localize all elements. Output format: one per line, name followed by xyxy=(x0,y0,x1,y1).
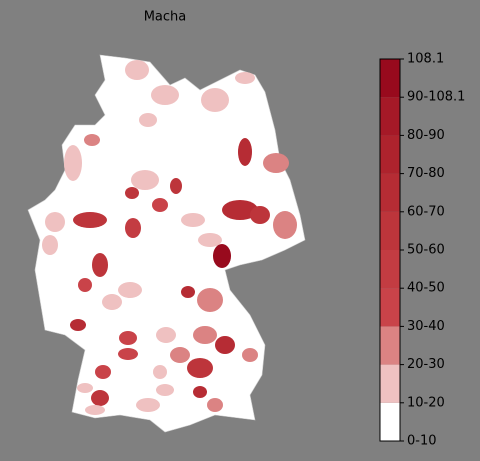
colorbar-segment xyxy=(380,288,400,327)
germany-map xyxy=(27,54,306,433)
region xyxy=(152,198,168,212)
region xyxy=(139,113,157,127)
colorbar-label: 70-80 xyxy=(407,166,445,181)
region xyxy=(181,213,205,227)
colorbar-label: 90-108.1 xyxy=(407,90,465,105)
region xyxy=(187,358,213,378)
region xyxy=(215,336,235,354)
region xyxy=(45,212,65,232)
region xyxy=(242,348,258,362)
colorbar-label: 40-50 xyxy=(407,281,445,296)
region xyxy=(151,85,179,105)
regions xyxy=(42,60,297,415)
region xyxy=(198,233,222,247)
colorbar: 0-10 10-20 20-30 30-40 40-50 50-60 60-70 70-80 8… xyxy=(379,52,465,449)
region xyxy=(91,390,109,406)
region xyxy=(84,134,100,146)
region xyxy=(193,386,207,398)
region xyxy=(170,347,190,363)
colorbar-segment xyxy=(380,364,400,403)
region xyxy=(125,187,139,199)
country-outline xyxy=(27,54,306,433)
region xyxy=(153,365,167,379)
colorbar-label: 80-90 xyxy=(407,128,445,143)
region xyxy=(156,384,174,396)
region xyxy=(95,365,111,379)
colorbar-segment xyxy=(380,326,400,365)
region xyxy=(156,327,176,343)
region xyxy=(235,72,255,84)
region xyxy=(125,60,149,80)
region xyxy=(125,218,141,238)
region xyxy=(207,398,223,412)
colorbar-label: 60-70 xyxy=(407,204,445,219)
region xyxy=(77,383,93,393)
region xyxy=(118,348,138,360)
region xyxy=(119,331,137,345)
region xyxy=(85,405,105,415)
region xyxy=(222,200,258,220)
region xyxy=(78,278,92,292)
region xyxy=(273,211,297,239)
colorbar-segment xyxy=(380,402,400,441)
colorbar-segment xyxy=(380,250,400,289)
colorbar-segment xyxy=(380,211,400,250)
region xyxy=(92,253,108,277)
region xyxy=(136,398,160,412)
colorbar-label: 108.1 xyxy=(407,52,444,67)
region xyxy=(42,235,58,255)
colorbar-label: 20-30 xyxy=(407,357,445,372)
region xyxy=(197,288,223,312)
region xyxy=(193,326,217,344)
colorbar-segment xyxy=(380,135,400,174)
region xyxy=(102,294,122,310)
colorbar-label: 50-60 xyxy=(407,243,445,258)
colorbar-segment xyxy=(380,59,400,98)
region xyxy=(64,145,82,181)
region xyxy=(201,88,229,112)
region xyxy=(250,206,270,224)
region xyxy=(131,170,159,190)
region xyxy=(73,212,107,228)
region xyxy=(181,286,195,298)
region xyxy=(118,282,142,298)
colorbar-label: 0-10 xyxy=(407,434,437,449)
region xyxy=(263,153,289,173)
colorbar-label: 10-20 xyxy=(407,395,445,410)
map-title: Macha xyxy=(144,10,187,25)
colorbar-segment xyxy=(380,173,400,212)
colorbar-segment xyxy=(380,97,400,136)
region xyxy=(170,178,182,194)
region xyxy=(238,138,252,166)
region xyxy=(70,319,86,331)
region xyxy=(213,244,231,268)
colorbar-label: 30-40 xyxy=(407,319,445,334)
